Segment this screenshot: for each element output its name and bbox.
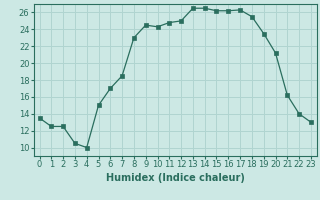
- X-axis label: Humidex (Indice chaleur): Humidex (Indice chaleur): [106, 173, 244, 183]
